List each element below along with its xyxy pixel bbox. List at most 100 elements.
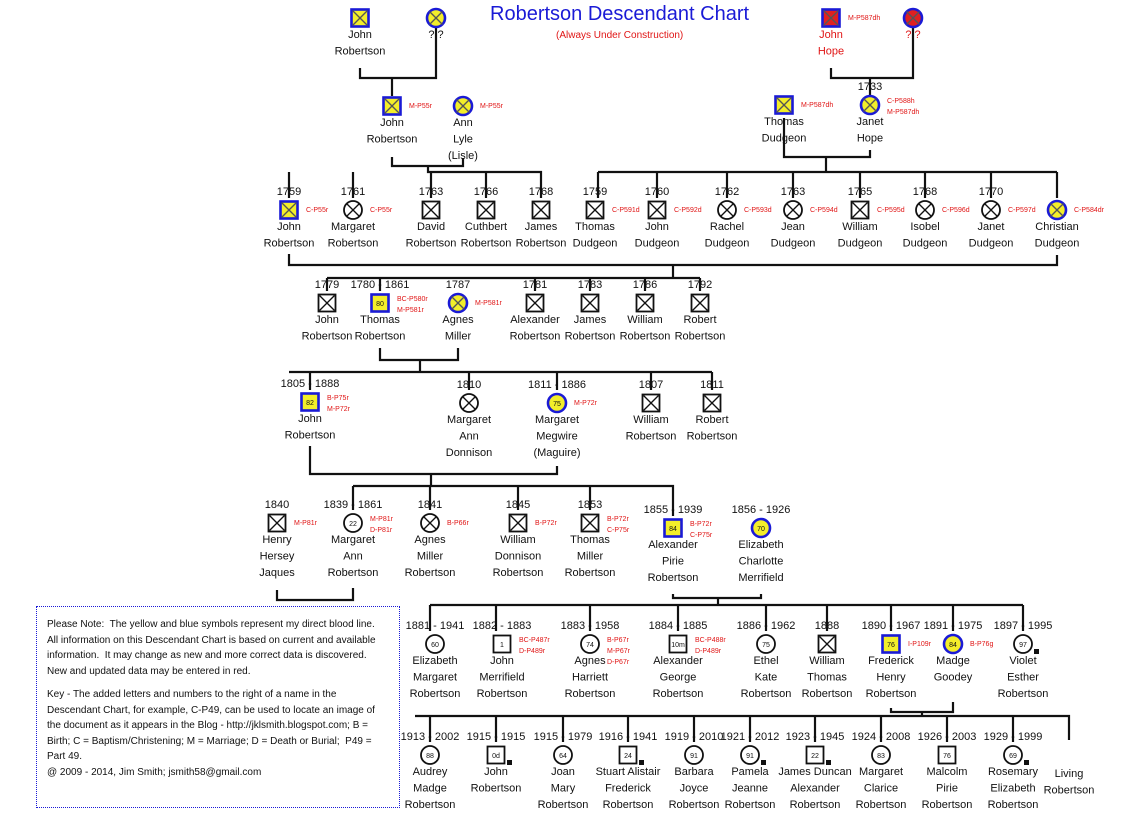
status-marker-icon xyxy=(1034,649,1039,654)
record-reference: C-P75r xyxy=(607,527,630,534)
person-name-line: Alexander xyxy=(648,539,698,551)
person-g6f: 1888 William Thomas Robertson xyxy=(802,620,853,700)
person-h0b: ? ? xyxy=(902,7,924,41)
age-label: 10m xyxy=(671,642,685,649)
person-years: 1881 - 1941 xyxy=(406,620,465,632)
person-years: 1926 - 2003 xyxy=(918,731,977,743)
cross-mark-icon xyxy=(478,202,494,218)
record-reference: M-P67r xyxy=(607,648,631,655)
person-g2j: 1765 William Dudgeon C-P595d xyxy=(838,186,905,250)
person-name-line: Ethel xyxy=(753,655,778,667)
person-name-line: William xyxy=(842,221,877,233)
person-name-line: Miller xyxy=(417,551,444,563)
person-name-line: Goodey xyxy=(934,672,973,684)
record-reference: M-P72r xyxy=(327,406,351,413)
record-reference: C-P595d xyxy=(877,207,905,214)
status-marker-icon xyxy=(826,760,831,765)
age-label: 64 xyxy=(559,753,567,760)
person-name-line: Robertson xyxy=(741,688,792,700)
person-name-line: Pirie xyxy=(662,556,684,568)
person-years: 1805 - 1888 xyxy=(281,378,340,390)
person-name-line: Robertson xyxy=(367,134,418,146)
person-years: 1924 - 2008 xyxy=(852,731,911,743)
person-years: 1768 xyxy=(913,186,937,198)
person-name-line: Harriett xyxy=(572,672,608,684)
circle-symbol-icon xyxy=(420,745,440,765)
person-years: 1811 xyxy=(700,379,724,391)
person-g7h: 83 1924 - 2008 Margaret Clarice Robertson xyxy=(852,731,911,811)
cross-mark-icon xyxy=(823,10,839,26)
square-symbol-icon xyxy=(618,745,638,765)
person-g6d: 10m 1884 - 1885 Alexander George Robertson BC… xyxy=(649,620,727,700)
person-g2i: 1763 Jean Dudgeon C-P594d xyxy=(771,186,838,250)
square-symbol-icon xyxy=(881,634,901,654)
person-name-line: Robertson xyxy=(264,238,315,250)
person-name-line: Henry xyxy=(876,672,906,684)
age-label: 83 xyxy=(877,753,885,760)
person-name-line: (Maguire) xyxy=(533,447,580,459)
person-name-line: Robertson xyxy=(565,567,616,579)
person-name-line: Margaret xyxy=(535,414,579,426)
person-name-line: William xyxy=(809,655,844,667)
person-years: 1884 - 1885 xyxy=(649,620,708,632)
person-g2m: Christian Dudgeon C-P584dr xyxy=(1035,199,1105,250)
circle-symbol-icon xyxy=(1013,634,1033,654)
person-name-line: Living xyxy=(1055,768,1084,780)
person-name-line: Dudgeon xyxy=(903,238,948,250)
cross-mark-icon xyxy=(1050,203,1064,217)
person-name-line: Janet xyxy=(857,116,884,128)
person-name-line: Miller xyxy=(445,331,472,343)
age-label: 22 xyxy=(811,753,819,760)
person-g2e: 1768 James Robertson xyxy=(516,186,567,250)
record-reference: D-P67r xyxy=(607,659,630,666)
cross-mark-icon xyxy=(456,99,470,113)
person-g1c: Thomas Dudgeon M-P587dh xyxy=(762,95,833,145)
person-name-line: Miller xyxy=(577,551,604,563)
note-box: Please Note: The yellow and blue symbols… xyxy=(36,606,400,808)
person-name-line: Robertson xyxy=(565,688,616,700)
person-g6i: 97 1897 - 1995 Violet Esther Robertson xyxy=(994,620,1053,700)
record-reference: M-P81r xyxy=(370,516,394,523)
person-name-line: Margaret xyxy=(331,221,375,233)
person-name-line: Margaret xyxy=(447,414,491,426)
age-label: 97 xyxy=(1019,642,1027,649)
person-name-line: Madge xyxy=(413,783,447,795)
connector-line xyxy=(353,484,675,516)
record-reference: BC-P487r xyxy=(519,637,550,644)
circle-symbol-icon xyxy=(580,634,600,654)
record-reference: C-P591d xyxy=(612,207,640,214)
person-years: 1761 xyxy=(341,186,365,198)
square-symbol-icon xyxy=(370,293,390,313)
person-name-line: John xyxy=(490,655,514,667)
person-g5d: 1845 William Donnison Robertson B-P72r xyxy=(493,499,558,579)
person-years: 1923 - 1945 xyxy=(786,731,845,743)
age-label: 82 xyxy=(306,400,314,407)
person-name-line: John xyxy=(277,221,301,233)
person-name-line: Robertson xyxy=(285,430,336,442)
person-name-line: Thomas xyxy=(360,314,400,326)
cross-mark-icon xyxy=(918,203,932,217)
person-name-line: George xyxy=(660,672,697,684)
age-label: 91 xyxy=(690,753,698,760)
connector-line xyxy=(671,594,763,600)
person-years: 1787 xyxy=(446,279,470,291)
age-label: 75 xyxy=(762,642,770,649)
person-years: 1779 xyxy=(315,279,339,291)
person-g7j: 69 1929 - 1999 Rosemary Elizabeth Robertson xyxy=(984,731,1043,811)
person-years: 1768 xyxy=(529,186,553,198)
cross-mark-icon xyxy=(720,203,734,217)
person-g6h: 84 1891 - 1975 Madge Goodey B-P76g xyxy=(924,620,994,684)
person-name-line: Margaret xyxy=(413,672,457,684)
person-years: 1888 xyxy=(815,620,839,632)
person-years: 1883 - 1958 xyxy=(561,620,620,632)
person-g4e: 1811 Robert Robertson xyxy=(687,379,738,443)
person-years: 1916 - 1941 xyxy=(599,731,658,743)
person-name-line: Kate xyxy=(755,672,778,684)
record-reference: M-P81r xyxy=(294,520,318,527)
person-years: 1807 xyxy=(639,379,663,391)
person-g3f: 1786 William Robertson xyxy=(620,279,671,343)
record-reference: D-P489r xyxy=(695,648,722,655)
person-years: 1913 - 2002 xyxy=(401,731,460,743)
person-years: 1845 xyxy=(506,499,530,511)
